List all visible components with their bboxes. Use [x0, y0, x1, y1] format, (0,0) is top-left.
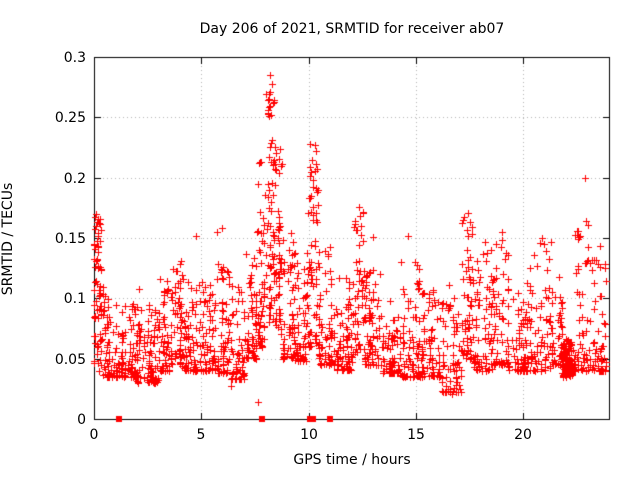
- y-tick-label: 0.15: [54, 231, 86, 247]
- x-tick-label: 20: [514, 427, 532, 443]
- y-tick-label: 0.25: [54, 110, 86, 126]
- x-tick-label: 15: [407, 427, 425, 443]
- y-tick-label: 0.3: [63, 50, 86, 66]
- x-tick-label: 0: [89, 427, 99, 443]
- y-tick-label: 0.1: [63, 291, 86, 307]
- y-tick-label: 0.2: [63, 171, 86, 187]
- x-axis-label: GPS time / hours: [293, 452, 411, 468]
- y-tick-label: 0: [77, 412, 86, 428]
- y-axis-label: SRMTID / TECUs: [0, 182, 16, 296]
- chart-title: Day 206 of 2021, SRMTID for receiver ab0…: [199, 21, 505, 37]
- x-tick-label: 5: [196, 427, 206, 443]
- y-tick-label: 0.05: [54, 352, 86, 368]
- x-tick-label: 10: [300, 427, 318, 443]
